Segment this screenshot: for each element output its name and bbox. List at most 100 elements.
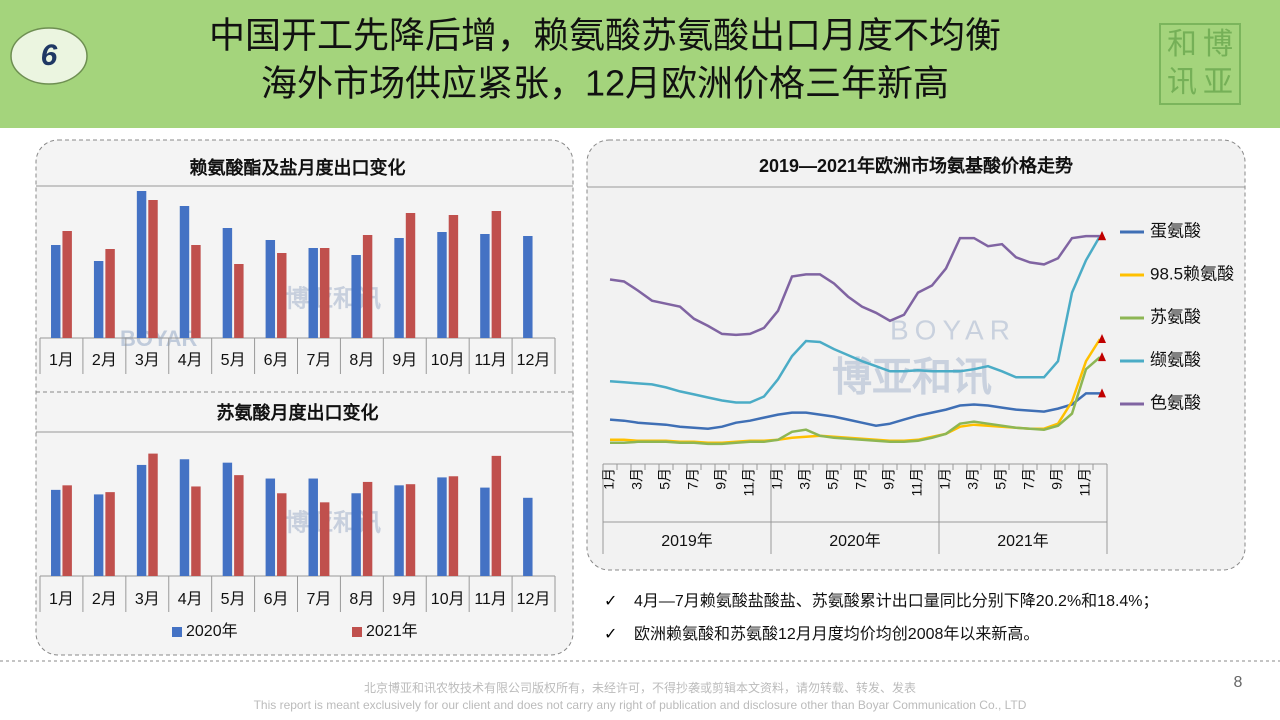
legend-label: 98.5赖氨酸 (1150, 264, 1234, 283)
bar (234, 475, 244, 576)
legend-label: 2021年 (366, 622, 418, 640)
x-tick-label: 4月 (178, 591, 203, 608)
bar (148, 453, 158, 576)
group-label: 2021年 (997, 532, 1049, 550)
bar (105, 249, 115, 338)
x-tick-label: 3月 (965, 468, 981, 490)
x-tick-label: 7月 (1021, 468, 1037, 490)
logo-char: 和 (1167, 28, 1197, 61)
bar (480, 487, 490, 576)
bar (491, 211, 502, 338)
x-tick-label: 5月 (221, 352, 246, 369)
bar (362, 481, 373, 576)
check: ✓ (604, 626, 617, 643)
legend-label: 蛋氨酸 (1150, 221, 1201, 240)
x-tick-label: 3月 (797, 468, 813, 490)
right-panel (586, 139, 1246, 571)
legend-label: 2020年 (186, 622, 238, 640)
x-tick-label: 9月 (392, 591, 417, 608)
x-tick-label: 12月 (517, 352, 551, 369)
x-tick-label: 10月 (431, 591, 465, 608)
bar (222, 228, 233, 338)
bar (179, 459, 190, 576)
bar (319, 502, 330, 576)
number-badge (10, 27, 88, 85)
x-tick-label: 1月 (769, 468, 785, 490)
x-tick-label: 4月 (178, 352, 203, 369)
x-tick-label: 2月 (92, 352, 117, 369)
x-tick-label: 5月 (825, 468, 841, 490)
series-line (609, 235, 1102, 404)
note: 4月—7月赖氨酸盐酸盐、苏氨酸累计出口量同比分别下降20.2%和18.4%； (634, 592, 1159, 610)
check: ✓ (604, 593, 617, 610)
x-tick-label: 3月 (629, 468, 645, 490)
bar (394, 485, 404, 576)
x-tick-label: 9月 (1049, 468, 1065, 490)
bar (405, 484, 416, 576)
bar (308, 478, 318, 576)
bar (265, 240, 276, 338)
x-tick-label: 3月 (135, 591, 160, 608)
x-tick-label: 9月 (713, 468, 729, 490)
title-line: 中国开工先降后增，赖氨酸苏氨酸出口月度不均衡 (209, 15, 1001, 56)
x-tick-label: 11月 (474, 591, 507, 608)
bar (362, 235, 373, 338)
series-line (609, 392, 1100, 430)
bar (222, 462, 233, 576)
logo-char: 讯 (1167, 66, 1197, 99)
end-marker (1098, 333, 1106, 343)
x-tick-label: 7月 (307, 591, 332, 608)
bar (523, 497, 533, 576)
x-tick-label: 6月 (264, 352, 289, 369)
bar (277, 493, 287, 576)
x-tick-label: 5月 (221, 591, 246, 608)
slide-number: 6 (41, 39, 58, 72)
x-tick-label: 7月 (853, 468, 869, 490)
x-tick-label: 11月 (1077, 468, 1093, 497)
legend-label: 色氨酸 (1150, 393, 1201, 412)
x-tick-label: 8月 (349, 591, 374, 608)
x-tick-label: 5月 (657, 468, 673, 490)
x-tick-label: 7月 (685, 468, 701, 490)
x-tick-label: 9月 (392, 352, 417, 369)
bar (394, 238, 404, 338)
legend-label: 苏氨酸 (1150, 307, 1201, 326)
bar (234, 264, 244, 338)
series-line (609, 234, 1100, 337)
x-tick-label: 1月 (49, 591, 74, 608)
footer-en: This report is meant exclusively for our… (254, 698, 1027, 712)
end-marker (1098, 388, 1106, 398)
chart-title: 2019—2021年欧洲市场氨基酸价格走势 (759, 155, 1073, 176)
bar (136, 464, 147, 576)
bar (480, 234, 490, 338)
logo-char: 亚 (1203, 66, 1233, 99)
bar (523, 236, 533, 338)
x-tick-label: 12月 (517, 591, 551, 608)
end-marker (1098, 231, 1106, 241)
bar (148, 200, 158, 338)
x-tick-label: 11月 (741, 468, 757, 497)
bar (319, 248, 330, 338)
x-tick-label: 10月 (431, 352, 465, 369)
watermark: 博亚和讯 (832, 356, 992, 400)
footer-cn: 北京博亚和讯农牧技术有限公司版权所有，未经许可，不得抄袭或剪辑本文资料，请勿转载… (364, 680, 916, 695)
bar (136, 191, 147, 338)
bar (51, 245, 61, 338)
group-label: 2019年 (661, 532, 713, 550)
bar (351, 493, 361, 576)
bar (437, 232, 447, 338)
x-tick-label: 1月 (937, 468, 953, 490)
x-tick-label: 7月 (307, 352, 332, 369)
bar (437, 477, 447, 576)
legend-label: 缬氨酸 (1150, 350, 1201, 369)
bar (105, 492, 115, 576)
chart-title: 苏氨酸月度出口变化 (217, 402, 379, 423)
logo-char: 博 (1203, 28, 1233, 61)
x-tick-label: 8月 (349, 352, 374, 369)
bar (405, 213, 416, 338)
bar (93, 261, 104, 338)
bar (191, 245, 201, 338)
x-tick-label: 11月 (474, 352, 507, 369)
x-tick-label: 5月 (993, 468, 1009, 490)
